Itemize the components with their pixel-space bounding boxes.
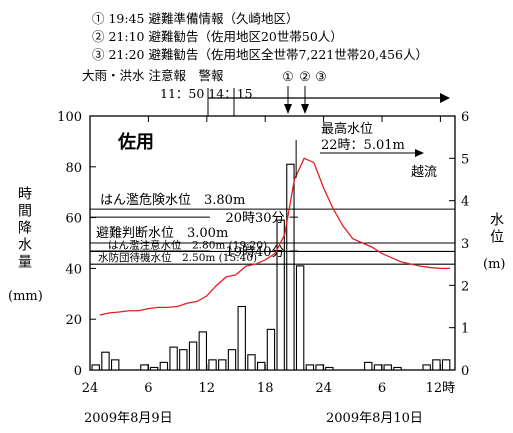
- rainfall-bar: [373, 364, 383, 371]
- rainfall-bar: [315, 364, 324, 371]
- event-arrowhead: [284, 104, 292, 114]
- left-axis-title: 時間降水量: [16, 186, 32, 271]
- threshold-label: はん濫注意水位 2.80m (19:20): [108, 238, 267, 251]
- right-tick-label: 2: [461, 279, 469, 294]
- x-tick-label: 24: [82, 381, 99, 396]
- event-marker: ③: [315, 70, 327, 85]
- rainfall-bar: [276, 219, 285, 371]
- rainfall-bar: [159, 361, 169, 371]
- peak-label: 最高水位: [321, 121, 373, 137]
- peak-value-label: 22時：5.01m: [321, 138, 405, 153]
- left-tick-label: 80: [65, 161, 82, 176]
- threshold-time-label: 20時30分: [225, 211, 284, 226]
- rainfall-bar: [286, 163, 295, 371]
- chart-title: 佐用: [117, 131, 154, 153]
- rainfall-bar: [149, 366, 159, 371]
- right-tick-label: 0: [461, 364, 469, 379]
- right-tick-label: 5: [461, 152, 469, 167]
- event-1: ① 19:45 避難準備情報（久崎地区）: [92, 11, 298, 26]
- threshold-label: はん濫危険水位 3.80m: [100, 193, 245, 208]
- rainfall-bar: [393, 366, 402, 371]
- rainfall-bar: [91, 364, 100, 371]
- rainfall-bar: [188, 341, 198, 371]
- x-tick-label: 24: [315, 381, 332, 396]
- rainfall-bar: [237, 305, 246, 371]
- rainfall-bar: [266, 328, 276, 371]
- right-tick-label: 3: [461, 237, 469, 252]
- warning-label: 大雨・洪水 注意報 警報: [82, 68, 224, 83]
- rainfall-bar: [198, 331, 207, 371]
- rainfall-bar: [256, 361, 266, 371]
- rainfall-bar: [169, 346, 178, 371]
- x-tick-label: 12: [199, 381, 216, 396]
- rainfall-bar: [179, 349, 188, 371]
- rainfall-bar: [305, 364, 315, 371]
- rainfall-bar: [247, 354, 256, 371]
- left-tick-label: 0: [74, 364, 82, 379]
- left-tick-label: 100: [57, 110, 82, 125]
- rainfall-bar: [441, 359, 451, 371]
- overflow-label: 越流: [411, 165, 437, 180]
- left-tick-label: 60: [65, 212, 82, 227]
- event-2: ② 21:10 避難勧告（佐用地区20世帯50人）: [92, 29, 343, 44]
- rainfall-bar: [140, 364, 149, 371]
- rainfall-bar: [218, 359, 227, 371]
- rainfall-bar: [432, 359, 441, 371]
- x-tick-label: 6: [378, 381, 386, 396]
- timeline-arrowhead: [440, 93, 450, 103]
- right-tick-label: 4: [461, 195, 469, 210]
- rainfall-bar: [111, 359, 120, 371]
- right-tick-label: 1: [461, 322, 469, 337]
- warning-times: 11：50 14：15: [160, 86, 253, 101]
- event-marker: ②: [299, 70, 311, 85]
- x-tick-label: 18: [257, 381, 274, 396]
- threshold-label: 避難判断水位 3.00m: [96, 226, 228, 241]
- water-level-line: [99, 157, 451, 316]
- event-arrowhead: [301, 104, 309, 114]
- rainfall-bar: [227, 349, 237, 371]
- rainfall-bar: [208, 359, 217, 371]
- date-label-1: 2009年8月9日: [84, 411, 173, 426]
- peak-arrowhead: [415, 149, 424, 157]
- left-tick-label: 40: [65, 262, 82, 277]
- x-tick-label: 12時: [426, 381, 456, 396]
- left-axis-unit: (mm): [8, 289, 43, 304]
- rainfall-bars: [91, 163, 451, 371]
- rainfall-bar: [383, 364, 392, 371]
- x-tick-label: 6: [144, 381, 152, 396]
- left-tick-label: 20: [65, 313, 82, 328]
- rainfall-bar: [101, 351, 110, 371]
- event-marker: ①: [282, 70, 294, 85]
- rainfall-bar: [295, 265, 305, 371]
- threshold-label: 水防団待機水位 2.50m (15:40): [98, 251, 257, 264]
- right-axis-title: 水位: [488, 212, 504, 246]
- right-tick-label: 6: [461, 110, 469, 125]
- rainfall-bar: [325, 366, 334, 371]
- event-3: ③ 21:20 避難勧告（佐用地区全世帯7,221世帯20,456人）: [92, 47, 428, 62]
- right-axis-unit: (m): [483, 257, 505, 272]
- date-label-2: 2009年8月10日: [326, 411, 423, 426]
- rainfall-bar: [364, 361, 373, 371]
- rainfall-bar: [422, 364, 431, 371]
